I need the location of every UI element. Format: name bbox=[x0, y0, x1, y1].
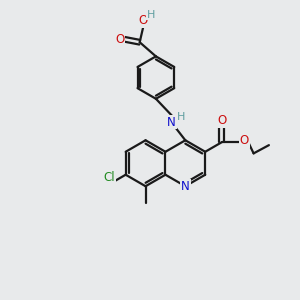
Text: N: N bbox=[167, 116, 176, 128]
Text: H: H bbox=[177, 112, 186, 122]
Text: O: O bbox=[139, 14, 148, 27]
Text: O: O bbox=[115, 33, 124, 46]
Text: O: O bbox=[217, 115, 226, 128]
Text: H: H bbox=[147, 10, 156, 20]
Text: O: O bbox=[240, 134, 249, 147]
Text: Cl: Cl bbox=[103, 171, 115, 184]
Text: N: N bbox=[181, 180, 190, 193]
